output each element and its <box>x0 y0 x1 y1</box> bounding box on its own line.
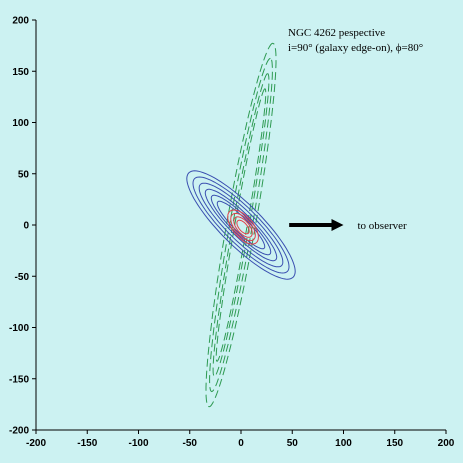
y-tick-label: -50 <box>15 272 30 283</box>
contour-ring-s0-r2 <box>212 73 270 377</box>
y-tick-label: 200 <box>12 16 29 27</box>
contour-ring-s2-r0 <box>227 209 259 245</box>
contour-ring-s0-r0 <box>205 42 277 408</box>
observer-arrow-head <box>331 219 344 231</box>
x-tick-label: -200 <box>26 438 46 449</box>
observer-arrow-label: to observer <box>358 220 408 232</box>
x-tick-label: 0 <box>238 438 244 449</box>
x-tick-label: -50 <box>183 438 198 449</box>
contour-ring-s0-r3 <box>215 88 267 362</box>
x-tick-label: 200 <box>438 438 455 449</box>
contour-ring-s2-r3 <box>236 219 250 235</box>
y-tick-label: 150 <box>12 67 29 78</box>
y-tick-label: -100 <box>9 323 29 334</box>
contour-ring-s1-r3 <box>204 188 278 262</box>
contour-ring-s0-r1 <box>209 57 273 393</box>
y-tick-label: -200 <box>9 426 29 437</box>
x-tick-label: 50 <box>287 438 299 449</box>
contour-ring-s1-r0 <box>186 170 296 280</box>
y-tick-label: -150 <box>9 374 29 385</box>
arrow-group: to observer <box>289 219 407 232</box>
contour-layer <box>186 42 296 408</box>
annotation-line-1: NGC 4262 pespective <box>288 27 385 39</box>
x-tick-label: -100 <box>128 438 148 449</box>
x-tick-label: 150 <box>386 438 403 449</box>
annotation-line-2: i=90° (galaxy edge-on), ϕ=80° <box>288 42 423 54</box>
y-tick-label: 0 <box>23 221 29 232</box>
contour-ring-s1-r4 <box>210 194 272 256</box>
contour-ring-s2-r1 <box>230 212 256 242</box>
x-tick-label: -150 <box>77 438 97 449</box>
ticks: -200 -150 -100 -50 0 50 100 150 200 -200 -150 -100 -… <box>9 16 455 450</box>
y-tick-label: 50 <box>18 169 30 180</box>
y-tick-label: 100 <box>12 118 29 129</box>
contour-ring-s1-r5 <box>216 200 266 250</box>
contour-ring-s1-r2 <box>198 182 284 268</box>
x-tick-label: 100 <box>335 438 352 449</box>
contour-ring-s2-r2 <box>233 216 253 238</box>
contour-ring-s1-r1 <box>192 176 290 274</box>
